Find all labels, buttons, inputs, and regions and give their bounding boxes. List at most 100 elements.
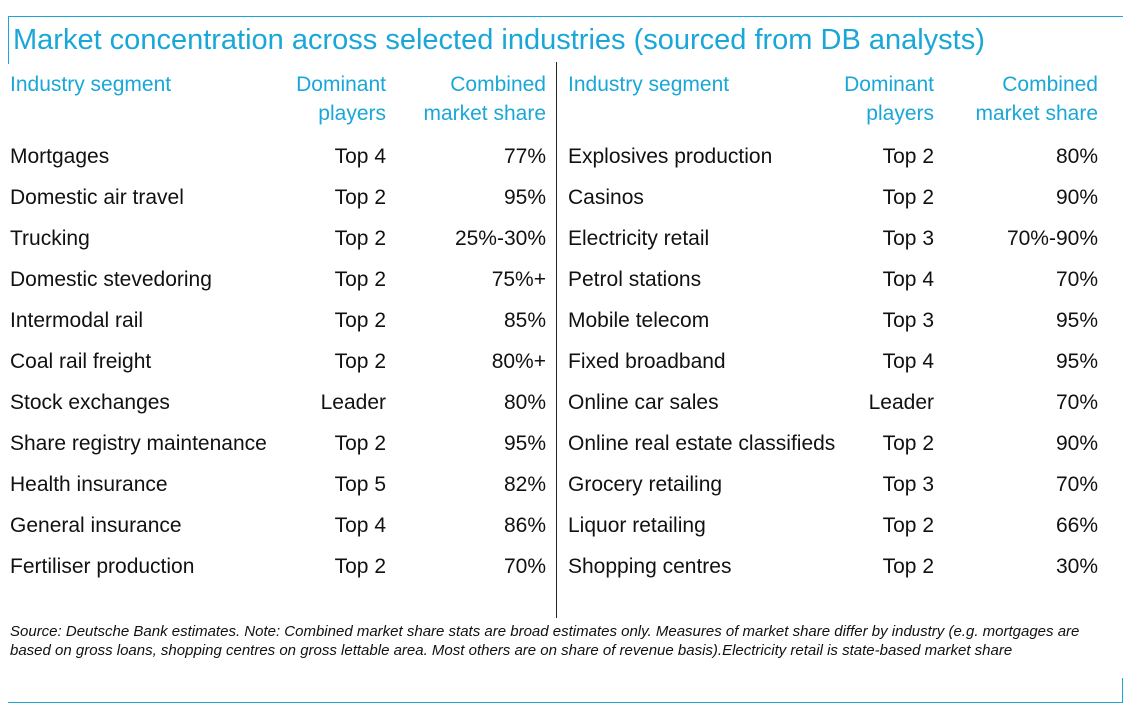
dominant-players-cell: Top 2 xyxy=(882,514,934,537)
market-share-cell: 95% xyxy=(503,186,546,209)
industry-segment-cell: Trucking xyxy=(10,227,90,250)
left-concentration-table: Industry segment Dominant players Combine… xyxy=(10,70,546,587)
industry-segment-cell: Coal rail freight xyxy=(10,350,152,373)
industry-segment-cell: Domestic stevedoring xyxy=(10,268,212,291)
industry-segment-cell: Health insurance xyxy=(10,473,168,496)
header-industry-segment: Industry segment xyxy=(568,73,730,96)
market-share-cell: 75%+ xyxy=(491,268,546,291)
industry-segment-cell: Shopping centres xyxy=(568,555,732,578)
header-players-line2: players xyxy=(318,102,386,125)
header-combined-market-share: Combined market share xyxy=(386,70,546,136)
industry-segment-cell: Explosives production xyxy=(568,145,773,168)
dominant-players-cell: Top 4 xyxy=(882,268,934,291)
table-row: Fertiliser production Top 2 70% xyxy=(10,546,546,587)
market-share-cell: 80% xyxy=(503,391,546,414)
header-combined-market-share: Combined market share xyxy=(934,70,1098,136)
header-players-line1: Dominant xyxy=(844,73,934,96)
industry-segment-cell: Domestic air travel xyxy=(10,186,184,209)
table-row: General insurance Top 4 86% xyxy=(10,505,546,546)
market-share-cell: 77% xyxy=(503,145,546,168)
industry-segment-cell: Casinos xyxy=(568,186,644,209)
exhibit-title: Market concentration across selected ind… xyxy=(13,24,985,56)
industry-segment-cell: Electricity retail xyxy=(568,227,710,250)
industry-segment-cell: Online car sales xyxy=(568,391,719,414)
header-share-line1: Combined xyxy=(450,73,546,96)
industry-segment-cell: Mobile telecom xyxy=(568,309,710,332)
left-table-body: Mortgages Top 4 77% Domestic air travel Top … xyxy=(10,136,546,587)
dominant-players-cell: Top 2 xyxy=(882,145,934,168)
market-share-cell: 82% xyxy=(503,473,546,496)
dominant-players-cell: Leader xyxy=(320,391,386,414)
industry-segment-cell: Mortgages xyxy=(10,145,110,168)
column-divider xyxy=(556,62,557,618)
industry-segment-cell: Petrol stations xyxy=(568,268,702,291)
dominant-players-cell: Top 2 xyxy=(334,268,386,291)
table-row: Intermodal rail Top 2 85% xyxy=(10,300,546,341)
right-concentration-table: Industry segment Dominant players Combine… xyxy=(568,70,1098,587)
market-share-cell: 90% xyxy=(1055,432,1098,455)
table-row: Coal rail freight Top 2 80%+ xyxy=(10,341,546,382)
dominant-players-cell: Top 3 xyxy=(882,309,934,332)
table-row: Trucking Top 2 25%-30% xyxy=(10,218,546,259)
industry-segment-cell: Stock exchanges xyxy=(10,391,170,414)
table-row: Liquor retailing Top 2 66% xyxy=(568,505,1098,546)
table-row: Shopping centres Top 2 30% xyxy=(568,546,1098,587)
dominant-players-cell: Top 3 xyxy=(882,227,934,250)
right-border-rule xyxy=(1122,678,1123,702)
header-share-line2: market share xyxy=(975,102,1098,125)
table-row: Grocery retailing Top 3 70% xyxy=(568,464,1098,505)
market-share-cell: 95% xyxy=(1055,309,1098,332)
industry-segment-cell: Intermodal rail xyxy=(10,309,144,332)
market-share-cell: 70%-90% xyxy=(1006,227,1098,250)
market-share-cell: 70% xyxy=(503,555,546,578)
industry-segment-cell: Online real estate classifieds xyxy=(568,432,836,455)
table-row: Stock exchanges Leader 80% xyxy=(10,382,546,423)
dominant-players-cell: Top 2 xyxy=(882,186,934,209)
dominant-players-cell: Top 2 xyxy=(334,432,386,455)
market-share-cell: 70% xyxy=(1055,391,1098,414)
industry-segment-cell: Grocery retailing xyxy=(568,473,723,496)
header-share-line1: Combined xyxy=(1002,73,1098,96)
dominant-players-cell: Top 2 xyxy=(334,309,386,332)
header-players-line2: players xyxy=(866,102,934,125)
dominant-players-cell: Top 4 xyxy=(334,145,386,168)
market-share-cell: 86% xyxy=(503,514,546,537)
table-row: Electricity retail Top 3 70%-90% xyxy=(568,218,1098,259)
table-row: Casinos Top 2 90% xyxy=(568,177,1098,218)
dominant-players-cell: Top 3 xyxy=(882,473,934,496)
market-share-cell: 30% xyxy=(1055,555,1098,578)
source-note: Source: Deutsche Bank estimates. Note: C… xyxy=(10,623,1080,659)
table-row: Mobile telecom Top 3 95% xyxy=(568,300,1098,341)
market-share-cell: 95% xyxy=(1055,350,1098,373)
industry-segment-cell: General insurance xyxy=(10,514,182,537)
dominant-players-cell: Top 4 xyxy=(334,514,386,537)
table-row: Online car sales Leader 70% xyxy=(568,382,1098,423)
dominant-players-cell: Top 2 xyxy=(334,350,386,373)
right-table-body: Explosives production Top 2 80% Casinos Top … xyxy=(568,136,1098,587)
market-share-cell: 80%+ xyxy=(491,350,546,373)
dominant-players-cell: Top 2 xyxy=(334,186,386,209)
market-share-cell: 66% xyxy=(1055,514,1098,537)
header-share-line2: market share xyxy=(423,102,546,125)
market-share-cell: 80% xyxy=(1055,145,1098,168)
table-row: Petrol stations Top 4 70% xyxy=(568,259,1098,300)
table-row: Domestic air travel Top 2 95% xyxy=(10,177,546,218)
left-border-rule xyxy=(8,16,9,64)
table-row: Explosives production Top 2 80% xyxy=(568,136,1098,177)
header-dominant-players: Dominant players xyxy=(290,70,386,136)
market-share-cell: 25%-30% xyxy=(454,227,546,250)
dominant-players-cell: Leader xyxy=(868,391,934,414)
industry-segment-cell: Share registry maintenance xyxy=(10,432,267,455)
industry-segment-cell: Fixed broadband xyxy=(568,350,726,373)
dominant-players-cell: Top 2 xyxy=(334,555,386,578)
industry-segment-cell: Fertiliser production xyxy=(10,555,195,578)
bottom-border-rule xyxy=(8,702,1123,703)
dominant-players-cell: Top 2 xyxy=(882,555,934,578)
dominant-players-cell: Top 2 xyxy=(334,227,386,250)
dominant-players-cell: Top 4 xyxy=(882,350,934,373)
market-share-cell: 70% xyxy=(1055,268,1098,291)
table-row: Fixed broadband Top 4 95% xyxy=(568,341,1098,382)
market-share-cell: 95% xyxy=(503,432,546,455)
market-share-cell: 85% xyxy=(503,309,546,332)
